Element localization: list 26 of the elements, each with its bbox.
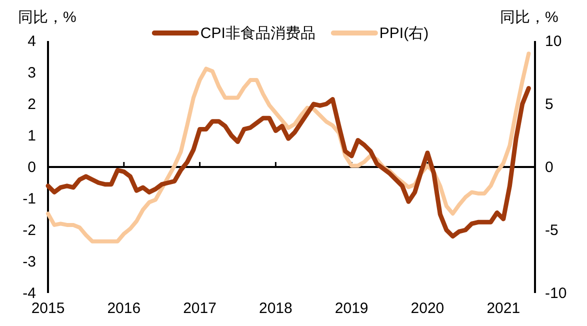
- x-tick-label: 2020: [410, 300, 444, 317]
- y2-tick-label: 5: [545, 96, 554, 113]
- y-tick-label: -3: [22, 254, 36, 270]
- y-tick-label: 3: [28, 64, 36, 82]
- legend-label: CPI非食品消费品: [200, 25, 316, 42]
- y-tick-label: -1: [22, 190, 36, 208]
- y-tick-label: 0: [28, 159, 36, 176]
- y-tick-label: 1: [28, 128, 36, 144]
- x-tick-label: 2019: [334, 300, 368, 317]
- line-series: [46, 86, 531, 239]
- x-tick-label: 2021: [486, 300, 520, 317]
- y-tick-label: -4: [22, 285, 36, 302]
- x-tick-label: 2017: [183, 300, 216, 317]
- x-tick-label: 2016: [107, 300, 141, 317]
- y2-tick-label: -10: [545, 285, 567, 302]
- y2-axis-title: 同比，%: [500, 9, 558, 26]
- y2-tick-label: 10: [545, 33, 562, 50]
- y-axis-title: 同比，%: [18, 9, 76, 26]
- legend-label: PPI(右): [379, 25, 429, 42]
- y-tick-label: -2: [22, 222, 36, 239]
- y-tick-label: 4: [28, 33, 36, 50]
- y2-tick-label: -5: [545, 222, 558, 239]
- x-tick-label: 2018: [259, 300, 292, 317]
- x-tick-label: 2015: [31, 300, 65, 317]
- y-tick-label: 2: [28, 96, 36, 113]
- y2-tick-label: 0: [545, 159, 554, 176]
